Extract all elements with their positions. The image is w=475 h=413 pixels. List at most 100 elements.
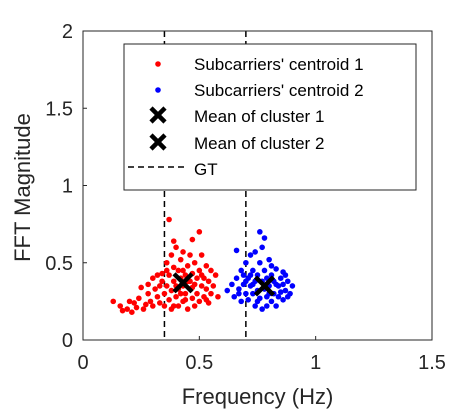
series-1-point	[147, 298, 154, 305]
series-1-point	[170, 303, 177, 309]
series-1-point	[110, 298, 117, 305]
series-2-point	[280, 281, 286, 288]
series-1-point	[196, 298, 203, 305]
legend-item-3: Mean of cluster 1	[149, 106, 324, 126]
series-1-point	[117, 303, 124, 309]
series-1-point	[208, 290, 214, 297]
series-1-point	[210, 283, 217, 289]
series-1-point	[168, 287, 175, 294]
series-2-point	[261, 235, 268, 241]
series-1-point	[203, 286, 210, 292]
series-1-point	[198, 283, 205, 289]
series-1-point	[152, 286, 158, 292]
series-2-point	[250, 290, 256, 297]
series-1-point	[119, 307, 126, 314]
series-2-point	[250, 281, 256, 288]
series-1-point	[189, 236, 196, 243]
series-1-point	[161, 303, 168, 309]
series-2-point	[275, 293, 282, 300]
series-2-point	[250, 267, 256, 274]
series-1-point	[173, 244, 179, 251]
series-1-point	[166, 272, 172, 278]
series-1-point	[203, 263, 210, 269]
series-2-point	[257, 229, 263, 235]
legend-swatch	[149, 106, 167, 124]
y-axis-label: FFT Magnitude	[10, 113, 35, 262]
series-2-point	[238, 267, 245, 274]
series-1-point	[184, 263, 191, 269]
series-1-point	[166, 216, 172, 223]
series-1-point	[150, 303, 156, 309]
series-1-point	[161, 290, 168, 297]
axes-layer: 0 0.5 1 1.5 0 0.5 1 1.5 2	[45, 21, 446, 374]
series-2-point	[243, 259, 249, 266]
series-1-point	[163, 283, 170, 289]
series-1-point	[196, 229, 203, 235]
points-layer	[110, 216, 296, 315]
series-2-point	[273, 281, 279, 288]
series-1-point	[154, 272, 161, 278]
series-2-point	[289, 283, 296, 289]
legend-item-4: Mean of cluster 2	[149, 133, 324, 153]
series-1-point	[191, 303, 198, 309]
series-1-point	[212, 272, 219, 278]
legend-swatch	[155, 61, 161, 67]
series-1-point	[191, 259, 198, 266]
legend-label: Mean of cluster 2	[194, 134, 324, 153]
series-1-point	[166, 297, 172, 303]
series-2-point	[236, 286, 242, 292]
series-2-point	[247, 252, 254, 258]
x-tick-label: 1.5	[418, 352, 446, 374]
y-tick-label: 1	[62, 176, 73, 198]
series-1-point	[182, 297, 189, 303]
series-1-point	[184, 306, 191, 312]
series-1-point	[133, 304, 140, 311]
legend: Subcarriers' centroid 1 Subcarriers' cent…	[123, 43, 417, 191]
series-1-point	[180, 249, 186, 255]
series-2-point	[254, 298, 261, 305]
series-1-point	[170, 278, 177, 285]
series-2-point	[284, 278, 291, 285]
series-2-point	[243, 290, 249, 297]
series-2-point	[231, 293, 238, 300]
series-1-point	[145, 290, 151, 297]
series-2-point	[224, 287, 231, 294]
cluster-mean-2-marker	[253, 275, 276, 297]
legend-item-5: GT	[128, 160, 218, 179]
series-1-point	[198, 252, 205, 258]
x-tick-label: 0	[77, 352, 88, 374]
series-1-point	[159, 270, 165, 277]
series-2-point	[273, 266, 279, 272]
series-1-point	[180, 267, 186, 274]
series-1-point	[138, 284, 144, 291]
series-2-point	[238, 298, 245, 305]
series-1-point	[175, 267, 182, 274]
legend-label: Subcarriers' centroid 2	[194, 81, 364, 100]
y-tick-label: 1.5	[45, 98, 73, 120]
series-2-point	[277, 275, 284, 282]
series-1-point	[131, 300, 137, 306]
series-1-point	[173, 293, 179, 300]
legend-label: Subcarriers' centroid 1	[194, 55, 364, 74]
series-1-point	[124, 306, 131, 312]
series-2-point	[252, 249, 258, 255]
series-1-point	[194, 275, 200, 282]
series-1-point	[203, 297, 210, 303]
x-tick-label: 0.5	[185, 352, 213, 374]
series-1-point	[156, 300, 163, 306]
series-2-point	[233, 247, 240, 254]
series-2-point	[257, 259, 263, 266]
series-1-point	[205, 278, 212, 285]
series-1-point	[170, 264, 177, 271]
series-1-point	[208, 267, 214, 274]
series-2-point	[268, 263, 275, 269]
series-1-point	[198, 272, 205, 278]
series-2-point	[247, 272, 254, 278]
series-1-point	[163, 259, 170, 266]
series-2-point	[259, 306, 265, 312]
series-2-point	[261, 267, 268, 274]
series-1-point	[170, 238, 177, 244]
series-1-point	[196, 267, 203, 274]
legend-label: Mean of cluster 1	[194, 107, 324, 126]
series-1-point	[182, 290, 189, 297]
